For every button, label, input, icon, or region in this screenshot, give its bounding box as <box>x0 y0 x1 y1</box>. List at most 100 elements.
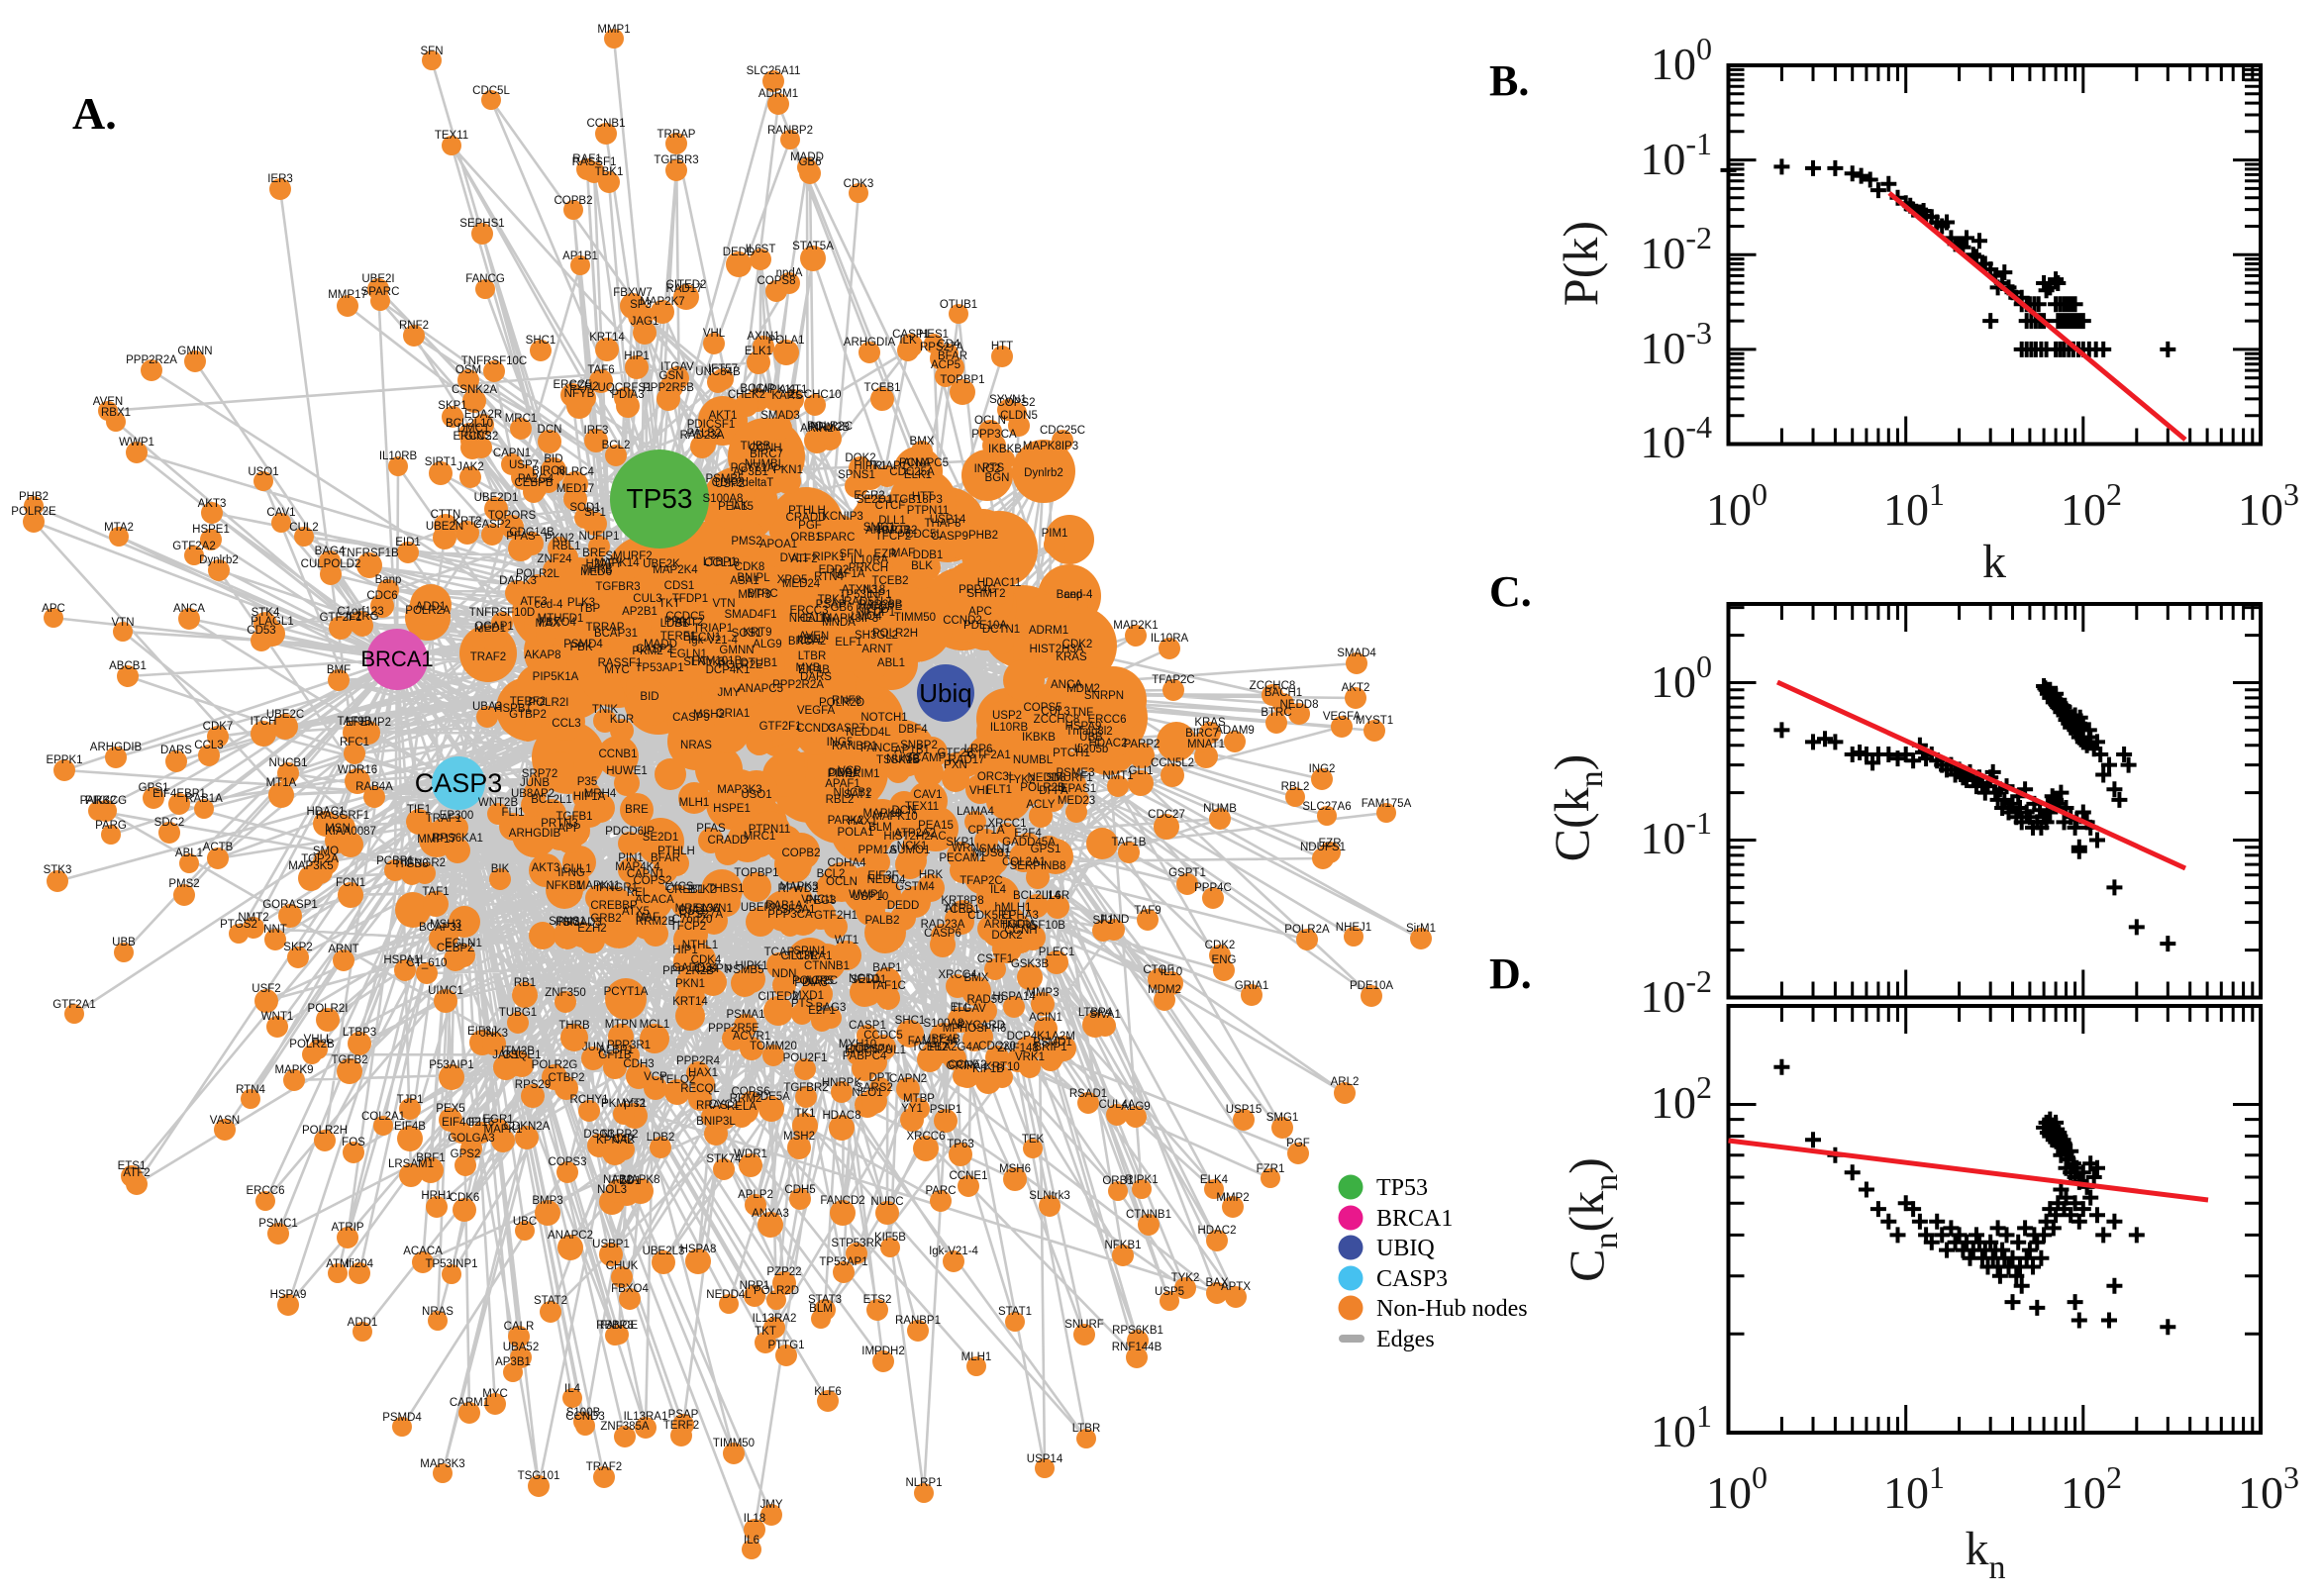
svg-text:VTN: VTN <box>112 617 135 629</box>
svg-text:TP53: TP53 <box>627 483 693 514</box>
svg-text:BTRC: BTRC <box>1261 707 1291 719</box>
svg-text:ANAPC5: ANAPC5 <box>738 683 783 695</box>
svg-text:MDM2: MDM2 <box>1148 984 1181 996</box>
svg-text:PYCARD: PYCARD <box>958 1020 1005 1032</box>
svg-text:VHL: VHL <box>969 785 992 797</box>
svg-text:IFNGR2: IFNGR2 <box>404 857 446 869</box>
svg-text:APOA1: APOA1 <box>759 539 797 550</box>
svg-text:TGFB2: TGFB2 <box>331 1054 367 1066</box>
svg-text:MMP17: MMP17 <box>417 834 456 846</box>
svg-text:SCAMP1: SCAMP1 <box>905 752 952 764</box>
svg-text:NUCB1: NUCB1 <box>269 757 308 769</box>
svg-text:CLDN5: CLDN5 <box>1000 410 1038 422</box>
svg-text:ING2: ING2 <box>974 463 1001 475</box>
svg-text:NFKB1: NFKB1 <box>1104 1240 1141 1251</box>
svg-text:GB6: GB6 <box>830 602 853 614</box>
svg-text:GRIPA: GRIPA <box>947 1060 981 1072</box>
svg-text:ELK1: ELK1 <box>904 469 932 481</box>
svg-text:IFNGR1: IFNGR1 <box>596 882 638 894</box>
svg-text:WT1: WT1 <box>835 935 858 947</box>
svg-text:RAD23A: RAD23A <box>680 430 725 442</box>
svg-text:RBL1: RBL1 <box>553 541 581 552</box>
svg-text:TOPBP1: TOPBP1 <box>734 867 778 879</box>
svg-text:HRK: HRK <box>919 869 944 881</box>
svg-text:LRSAM1: LRSAM1 <box>388 1158 434 1170</box>
svg-text:ANCA: ANCA <box>1051 679 1082 691</box>
svg-text:FAM173A: FAM173A <box>908 1036 959 1047</box>
svg-text:RPS29: RPS29 <box>515 1079 551 1091</box>
svg-text:XPO5: XPO5 <box>777 574 808 586</box>
svg-text:LDB2: LDB2 <box>647 1132 675 1144</box>
svg-text:IL13RA1: IL13RA1 <box>624 1411 668 1423</box>
svg-text:PBK: PBK <box>569 642 592 653</box>
svg-text:TOPORS: TOPORS <box>488 510 537 522</box>
svg-text:YY1: YY1 <box>901 1103 923 1115</box>
svg-text:COPS7A: COPS7A <box>847 1044 893 1055</box>
svg-text:C7orf20: C7orf20 <box>672 914 713 926</box>
svg-text:APLP2: APLP2 <box>738 1189 773 1201</box>
svg-text:GORASP1: GORASP1 <box>262 899 318 911</box>
svg-text:MPHOSPH6: MPHOSPH6 <box>943 1023 1007 1035</box>
svg-text:POLR2A: POLR2A <box>1284 924 1330 936</box>
svg-text:VHLL: VHLL <box>304 1034 333 1046</box>
svg-text:PCYT1A: PCYT1A <box>604 986 649 998</box>
svg-text:Banp: Banp <box>1057 589 1083 601</box>
svg-text:BLK: BLK <box>911 560 933 572</box>
svg-text:S100A8: S100A8 <box>703 493 744 505</box>
svg-text:USO1: USO1 <box>248 466 278 478</box>
svg-text:SMAD4: SMAD4 <box>1337 648 1376 659</box>
svg-text:EZR: EZR <box>874 549 897 560</box>
svg-text:SMAD3: SMAD3 <box>562 917 602 929</box>
svg-text:TUBB: TUBB <box>741 441 771 452</box>
svg-text:IL10: IL10 <box>1161 966 1182 978</box>
svg-text:TJP1: TJP1 <box>397 1094 424 1106</box>
svg-text:EIF4EBP1: EIF4EBP1 <box>152 788 206 800</box>
svg-text:PCBP1: PCBP1 <box>376 855 414 867</box>
svg-text:FANCE: FANCE <box>860 743 899 754</box>
svg-text:Igk-V21-4: Igk-V21-4 <box>929 1246 978 1257</box>
svg-text:PPP4C: PPP4C <box>1194 882 1232 894</box>
svg-text:ABCB1: ABCB1 <box>109 660 147 672</box>
svg-text:AXIN1: AXIN1 <box>747 331 779 343</box>
svg-text:PSMC1: PSMC1 <box>258 1218 298 1230</box>
svg-text:TGFB1: TGFB1 <box>556 811 592 823</box>
svg-text:KRT9: KRT9 <box>743 627 771 639</box>
svg-text:CCNH: CCNH <box>749 443 781 454</box>
svg-text:BAP1: BAP1 <box>872 962 901 974</box>
svg-text:PFAS: PFAS <box>506 531 536 543</box>
svg-text:CCL3: CCL3 <box>194 740 223 751</box>
svg-text:CAPN1: CAPN1 <box>493 448 531 459</box>
svg-text:POLA1: POLA1 <box>837 827 873 839</box>
svg-text:CDHA4: CDHA4 <box>828 857 867 869</box>
svg-text:C4R: C4R <box>612 1134 635 1146</box>
svg-text:STAT1: STAT1 <box>998 1306 1032 1318</box>
svg-text:IKBKB: IKBKB <box>1022 732 1056 744</box>
svg-text:PKMYT1: PKMYT1 <box>601 1098 647 1110</box>
svg-text:PDCD6IP: PDCD6IP <box>605 826 655 838</box>
svg-text:KIAA0087: KIAA0087 <box>325 826 376 838</box>
svg-text:JMY: JMY <box>718 687 741 699</box>
svg-text:UBE2I: UBE2I <box>361 273 394 285</box>
svg-text:EPPK1: EPPK1 <box>46 754 82 766</box>
svg-text:ITGB18P3: ITGB18P3 <box>889 494 943 506</box>
svg-text:NRAS: NRAS <box>422 1306 454 1318</box>
svg-text:TBK1: TBK1 <box>595 166 624 178</box>
svg-text:APC: APC <box>42 603 65 615</box>
svg-text:D.: D. <box>1489 949 1532 998</box>
svg-text:GLI1: GLI1 <box>1129 765 1154 777</box>
svg-text:ERCC2: ERCC2 <box>454 431 492 443</box>
svg-text:PPP2R2A: PPP2R2A <box>126 354 177 366</box>
svg-text:PPM1A: PPM1A <box>858 845 897 856</box>
svg-text:HRH1: HRH1 <box>421 1190 452 1202</box>
svg-text:CDK6: CDK6 <box>450 1192 480 1204</box>
svg-text:RPS6KB1: RPS6KB1 <box>1112 1325 1163 1337</box>
svg-text:POLR2B: POLR2B <box>289 1039 335 1050</box>
svg-text:EZH2: EZH2 <box>577 923 606 935</box>
svg-text:TERF2: TERF2 <box>663 1420 699 1432</box>
svg-text:CDK7: CDK7 <box>203 721 234 733</box>
svg-text:EGR2: EGR2 <box>854 490 884 502</box>
svg-text:MAP3K3: MAP3K3 <box>420 1458 464 1470</box>
svg-text:TERF1: TERF1 <box>660 631 696 643</box>
svg-text:PPP3CA: PPP3CA <box>767 909 813 921</box>
svg-text:RASSF1: RASSF1 <box>572 156 617 168</box>
